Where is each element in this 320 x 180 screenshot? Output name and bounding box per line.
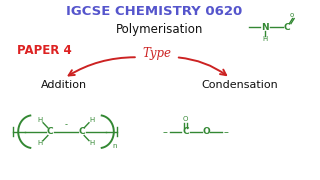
Text: C: C (182, 127, 189, 136)
Text: Addition: Addition (41, 80, 87, 90)
Text: n: n (113, 143, 117, 149)
Text: H: H (37, 140, 43, 146)
Text: C: C (79, 127, 85, 136)
Text: Condensation: Condensation (201, 80, 278, 90)
Text: H: H (37, 117, 43, 123)
Text: –: – (162, 127, 167, 137)
Text: Type: Type (142, 47, 171, 60)
Text: o: o (290, 12, 294, 18)
Text: C: C (284, 23, 290, 32)
Text: H: H (90, 140, 95, 146)
Text: N: N (261, 23, 269, 32)
Text: H: H (262, 36, 268, 42)
Text: C: C (47, 127, 53, 136)
Text: PAPER 4: PAPER 4 (17, 44, 71, 57)
Text: -: - (65, 120, 68, 129)
Text: O: O (183, 116, 188, 122)
Text: Polymerisation: Polymerisation (116, 23, 204, 36)
Text: H: H (90, 117, 95, 123)
Text: IGCSE CHEMISTRY 0620: IGCSE CHEMISTRY 0620 (66, 5, 242, 18)
Text: O: O (202, 127, 210, 136)
Text: –: – (224, 127, 229, 137)
